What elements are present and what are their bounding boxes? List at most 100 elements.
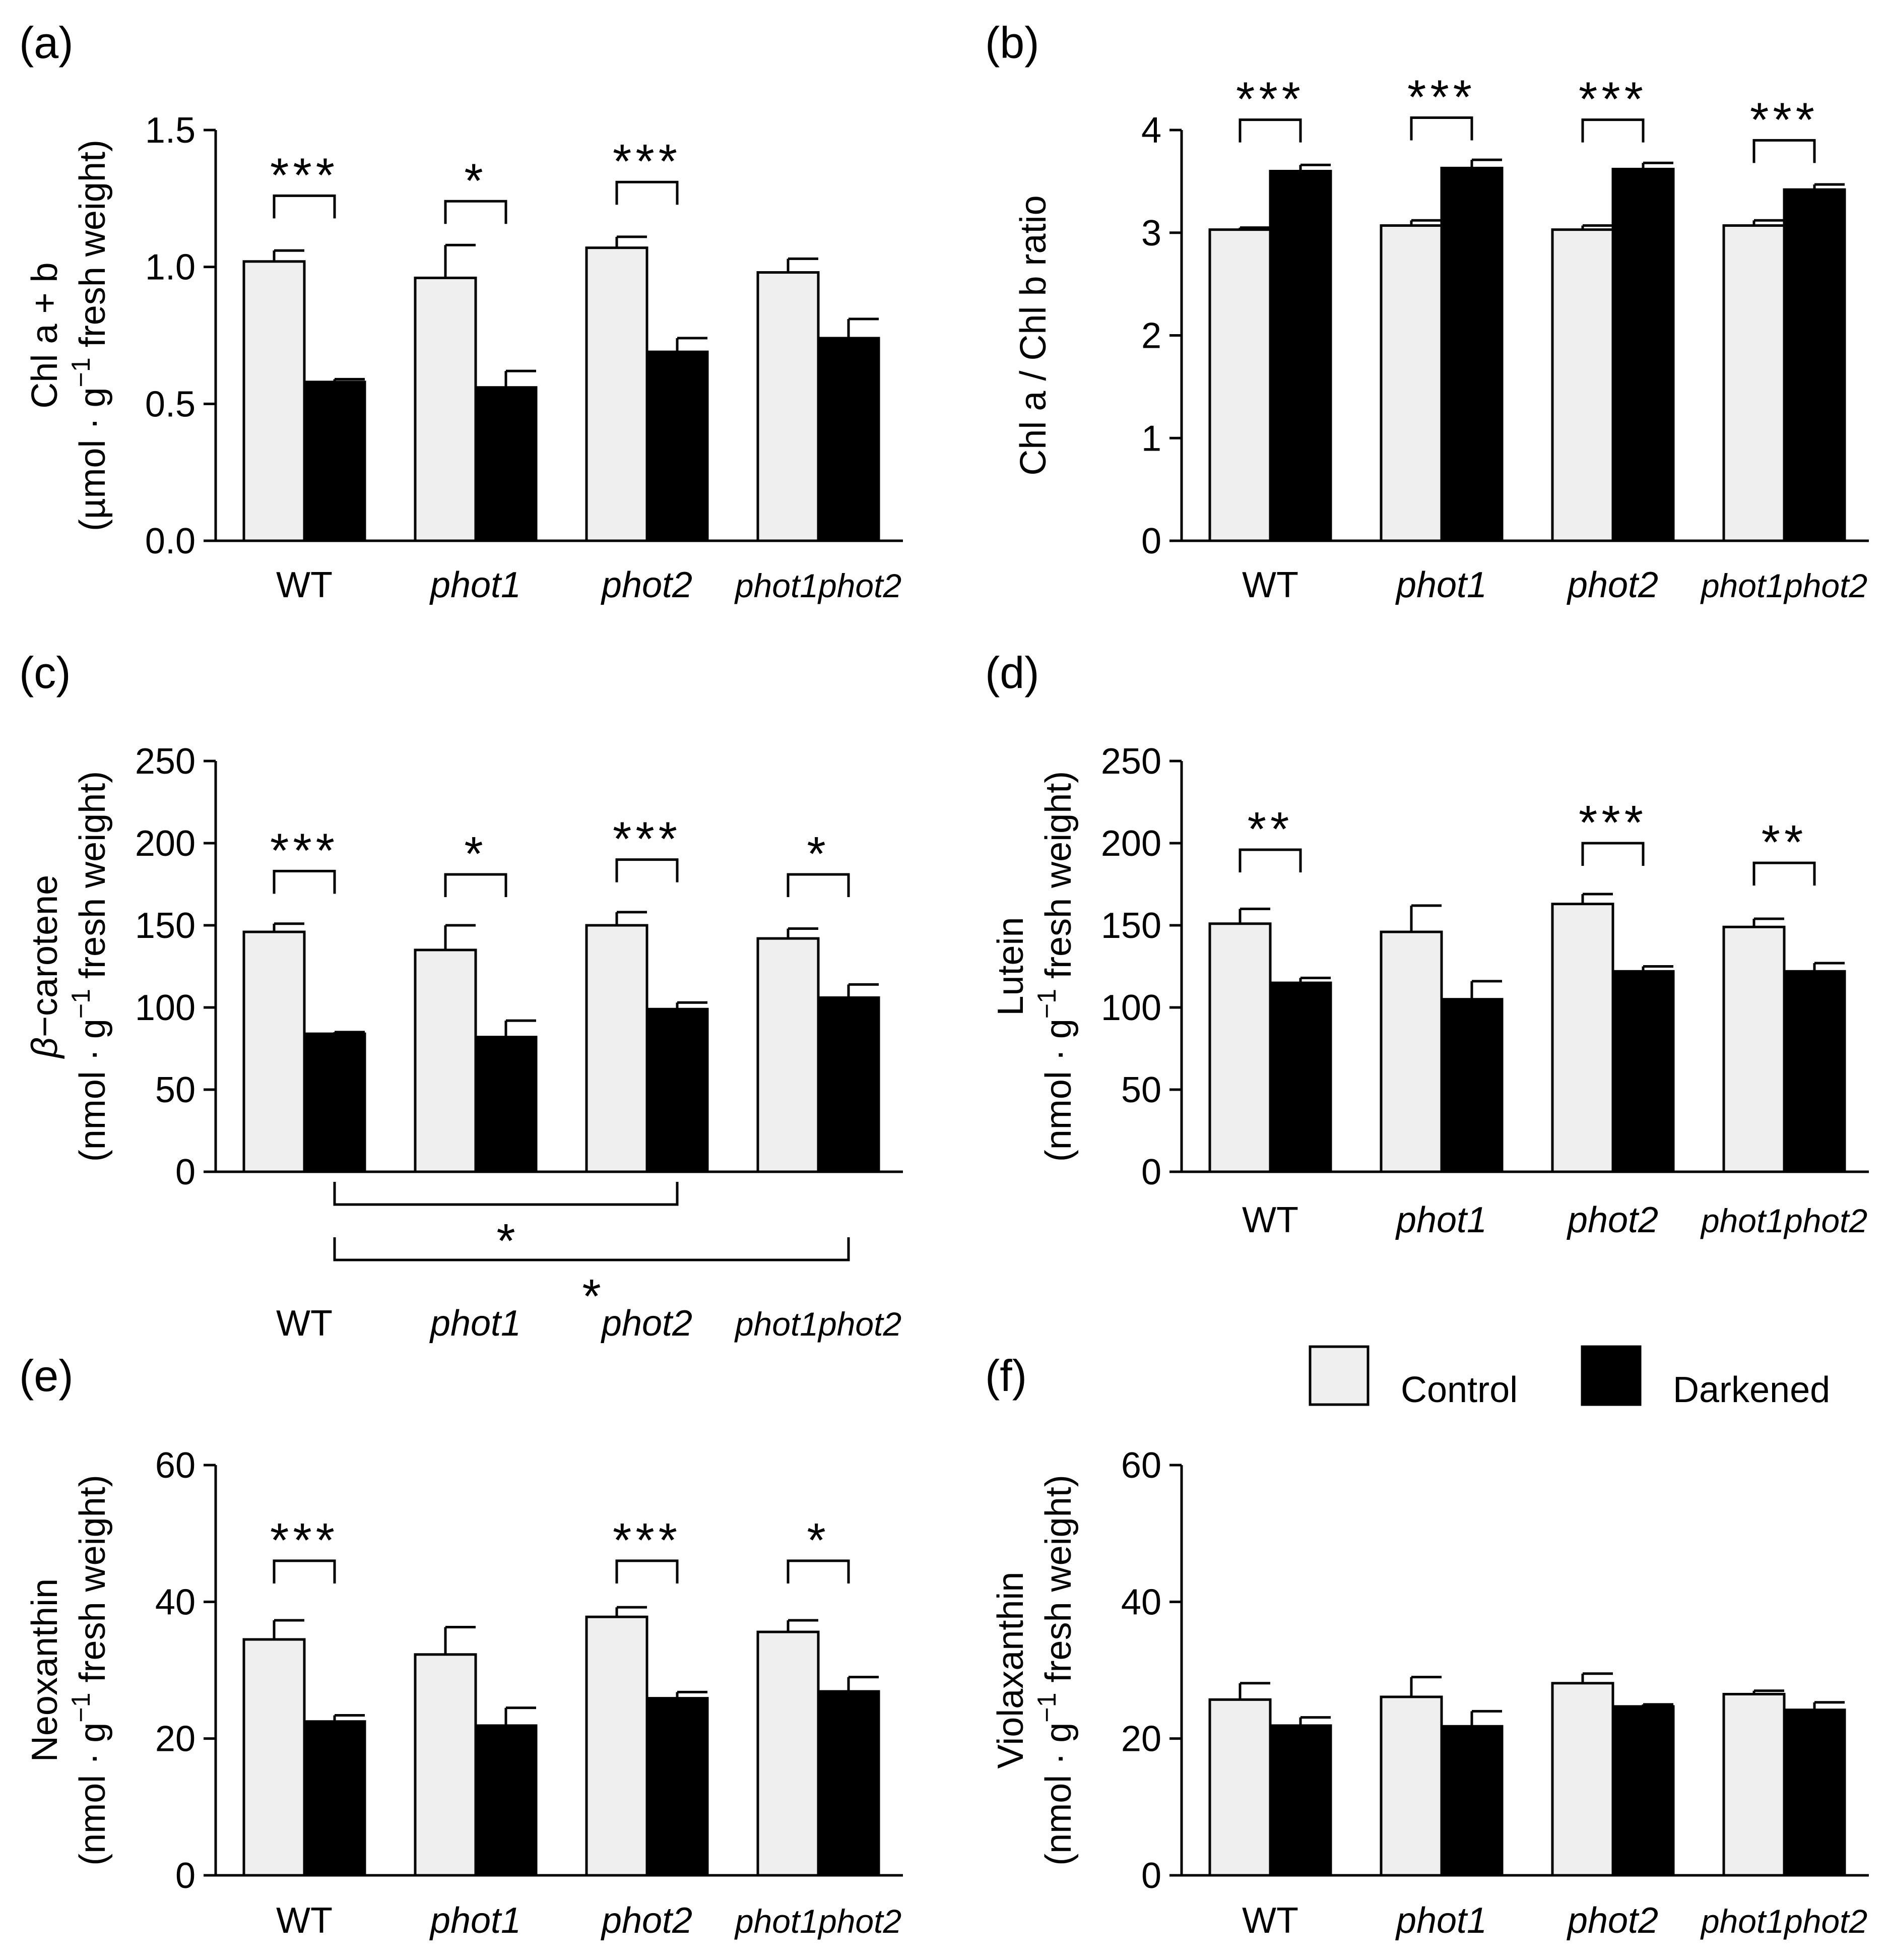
y-tick-label: 0.5 [145,384,196,424]
bar-darkened [474,386,538,542]
y-tick-label: 2 [1141,316,1161,356]
y-tick-label: 0 [1141,1856,1161,1896]
y-tick-label: 0 [175,1152,196,1192]
bar-darkened [303,381,366,542]
bar-control [242,1638,306,1877]
significance-stars: ** [1762,815,1807,869]
y-tick-label: 100 [1101,988,1161,1028]
significance-bracket [1752,861,1816,886]
x-tick-label: WT [1242,565,1298,605]
bar-darkened [817,337,880,542]
y-axis-units-pre: (nmol · g [1038,1019,1079,1162]
y-axis-title-text: Neoxanthin [25,1578,65,1762]
bar-darkened [1269,1724,1332,1877]
x-tick-label: phot2 [1567,1200,1658,1240]
y-tick-label: 20 [155,1719,196,1759]
y-tick-label: 150 [135,906,196,946]
bar-control [1551,1682,1614,1877]
bar-control [1380,224,1443,542]
y-axis-units: (µmol · g−1 fresh weight) [67,140,113,531]
panel-label: (d) [985,648,1039,698]
significance-bracket [1581,118,1645,143]
bar-control [1208,1698,1272,1877]
y-axis-units-pre: (nmol · g [73,1723,113,1866]
y-tick-label: 200 [135,824,196,864]
bar-control [756,1630,820,1877]
y-axis-title-text: −carotene [25,875,65,1037]
significance-bracket [1239,118,1302,143]
x-tick-label: phot1phot2 [1700,1903,1867,1940]
bar-control [1722,224,1786,542]
significance-stars: * [807,1513,829,1567]
y-tick-label: 0 [175,1856,196,1896]
x-tick-label: phot2 [601,1901,692,1941]
significance-bracket [615,180,679,205]
y-tick-label: 250 [135,741,196,782]
y-axis-title-text: Chl a / Chl b ratio [1013,195,1054,475]
bar-control [1208,922,1272,1173]
bar-darkened [1440,998,1504,1173]
bar-control [1208,228,1272,542]
significance-bracket [273,869,336,894]
significance-bracket [444,873,507,897]
y-axis-units-sup: −1 [67,989,96,1019]
y-axis-units-post: fresh weight) [1038,1475,1079,1692]
bar-darkened [1783,1709,1846,1877]
significance-stars: *** [1579,73,1647,127]
y-tick-label: 200 [1101,824,1161,864]
y-axis-units: (nmol · g−1 fresh weight) [1032,771,1079,1162]
bar-darkened [817,996,880,1173]
x-tick-label: phot2 [1567,1901,1658,1941]
y-tick-label: 1.5 [145,110,196,151]
y-tick-label: 4 [1141,110,1161,151]
bar-darkened [1611,167,1675,542]
bar-control [414,276,477,542]
significance-stars: *** [1750,93,1818,147]
significance-bracket [273,194,336,219]
significance-stars: *** [1236,73,1305,127]
y-tick-label: 50 [1121,1070,1161,1110]
legend: Control Darkened [1309,1345,1830,1410]
significance-bracket [787,873,850,897]
bar-control [585,924,648,1173]
y-axis-units-sup: −1 [67,1692,96,1722]
panel-label: (a) [19,18,74,68]
bar-darkened [1440,166,1504,542]
significance-bracket [1581,842,1645,866]
bar-control [756,937,820,1173]
bar-darkened [1269,170,1332,542]
significance-stars: *** [270,824,339,877]
significance-stars: *** [270,1513,339,1567]
y-axis-units-post: fresh weight) [73,1475,113,1692]
x-tick-label: WT [276,565,333,605]
significance-bracket [273,1559,336,1584]
x-tick-label: phot1phot2 [734,567,901,604]
significance-stars: *** [613,135,681,188]
legend-swatch-control [1309,1345,1370,1406]
panel-a: (a) 0.0 0.5 1.0 1.5 Chl a + b(µmol · g−1 fres… [19,18,903,605]
significance-bracket [787,1559,850,1584]
y-tick-label: 20 [1121,1719,1161,1759]
bar-control [585,1615,648,1877]
y-tick-label: 3 [1141,213,1161,254]
significance-bracket [615,858,679,882]
x-tick-label: phot1 [1395,1200,1487,1240]
significance-stars: *** [1579,796,1647,850]
x-tick-label: WT [276,1303,333,1344]
bar-darkened [645,1007,709,1173]
bar-control [1551,228,1614,542]
y-axis-units-sup: −1 [67,357,96,387]
y-axis-units-pre: (nmol · g [1038,1723,1079,1866]
y-tick-label: 150 [1101,906,1161,946]
bar-control [1722,925,1786,1173]
bar-control [1551,903,1614,1173]
legend-label-control: Control [1401,1370,1518,1410]
y-axis-title-text: Lutein [991,917,1031,1016]
x-tick-label: phot1phot2 [734,1305,901,1343]
legend-label-darkened: Darkened [1673,1370,1830,1410]
bar-control [242,260,306,542]
bar-darkened [474,1036,538,1173]
bar-control [1722,1692,1786,1877]
x-tick-label: phot2 [601,565,692,605]
